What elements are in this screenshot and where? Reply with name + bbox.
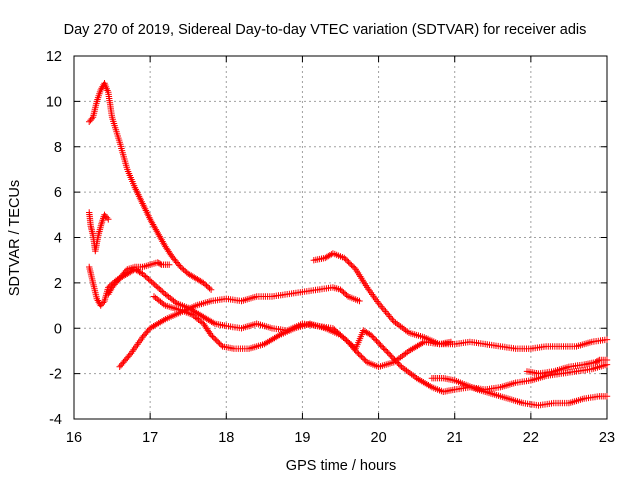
x-tick-label: 18 (218, 430, 234, 446)
series-track-a (86, 80, 215, 293)
x-tick-label: 17 (142, 430, 158, 446)
series-track-g (310, 250, 455, 348)
series-track-h (428, 375, 611, 409)
x-axis-label: GPS time / hours (286, 458, 396, 474)
y-tick-label: 0 (54, 321, 62, 337)
x-tick-label: 19 (294, 430, 310, 446)
x-tick-label: 20 (371, 430, 387, 446)
y-tick-label: 4 (54, 231, 62, 247)
axes (73, 55, 608, 420)
x-tick-label: 16 (66, 430, 82, 446)
y-tick-label: 2 (54, 276, 62, 292)
series-track-i (523, 356, 611, 377)
y-tick-label: 12 (46, 49, 62, 65)
y-tick-label: -2 (49, 367, 62, 383)
plot-area (86, 80, 611, 409)
series-track-f (150, 293, 611, 395)
y-tick-label: 6 (54, 185, 62, 201)
series-track-b (86, 209, 112, 255)
y-tick-label: -4 (49, 412, 62, 428)
x-tick-label: 21 (447, 430, 463, 446)
y-tick-label: 8 (54, 140, 62, 156)
tick-labels: 16 17 18 19 20 21 22 23 -4 -2 0 2 4 6 8 10 12 (46, 49, 615, 446)
x-tick-label: 22 (523, 430, 539, 446)
y-axis-label: SDTVAR / TECUs (7, 180, 23, 296)
y-tick-label: 10 (46, 94, 62, 110)
series-track-d (105, 259, 173, 298)
grid-lines (74, 56, 607, 419)
x-tick-label: 23 (599, 430, 615, 446)
chart-title: Day 270 of 2019, Sidereal Day-to-day VTE… (64, 22, 587, 38)
